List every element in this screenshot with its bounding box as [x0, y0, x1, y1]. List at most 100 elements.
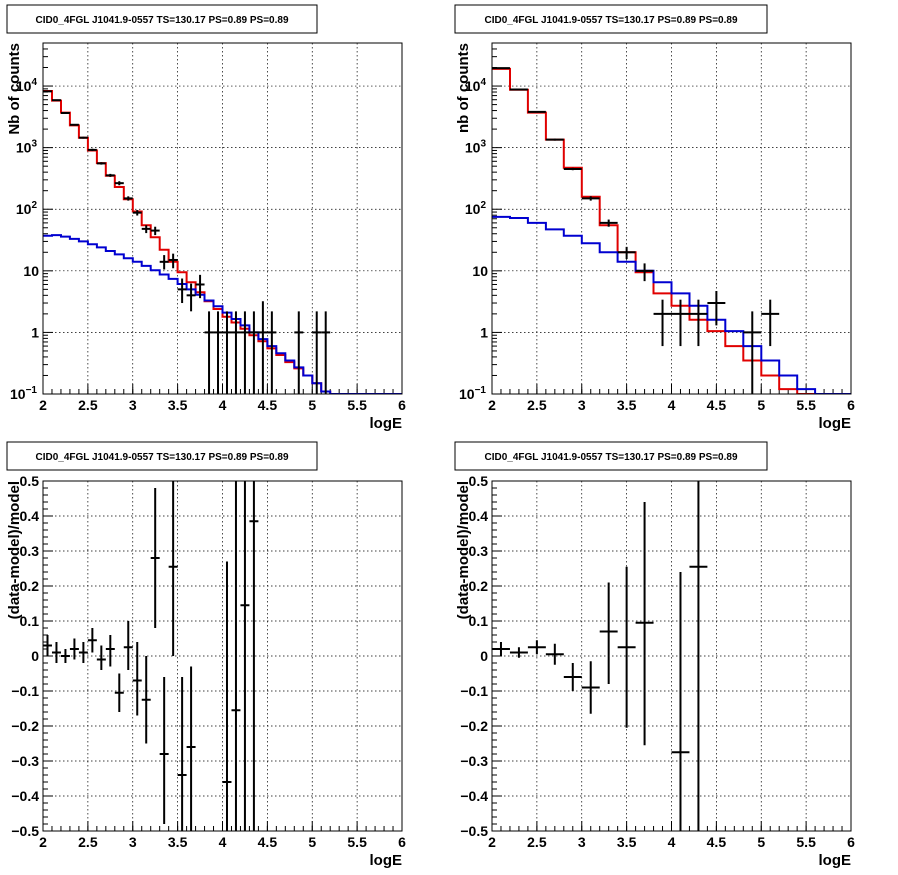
x-tick-label: 4.5: [258, 397, 278, 413]
x-tick-label: 3: [578, 397, 586, 413]
chart-panel-1: CID0_4FGL J1041.9-0557 TS=130.17 PS=0.89…: [6, 4, 406, 432]
data-points: [492, 67, 780, 394]
x-axis: 2 2.5 3 3.5 4 4.5 5 5.5 6 logE: [488, 43, 855, 432]
residual-point: [240, 481, 250, 831]
chart-title: CID0_4FGL J1041.9-0557 TS=130.17 PS=0.89…: [35, 15, 288, 26]
data-point: [168, 253, 178, 269]
data-point: [689, 299, 708, 347]
y-tick-base: 10: [459, 386, 475, 402]
y-tick-label: 104: [465, 77, 487, 94]
data-point: [509, 88, 528, 91]
y-tick-label: 1: [31, 324, 39, 340]
residual-point: [186, 666, 196, 831]
y-tick-label: 10−1: [459, 385, 486, 402]
x-axis: 2 2.5 3 3.5 4 4.5 5 5.5 6 logE: [39, 481, 406, 869]
residual-points: [492, 481, 708, 831]
y-tick-label: −0.5: [11, 823, 39, 839]
x-tick-label: 3.5: [617, 397, 637, 413]
y-tick-exponent: −1: [26, 385, 38, 396]
residual-point: [617, 566, 636, 728]
y-tick-label: −0.2: [11, 718, 39, 734]
residual-point: [141, 656, 151, 744]
data-point: [78, 136, 88, 139]
x-tick-label: 3.5: [168, 397, 188, 413]
data-point: [69, 123, 79, 126]
y-tick-label: 0: [480, 648, 488, 664]
y-tick-label: 1: [480, 324, 488, 340]
x-axis: 2 2.5 3 3.5 4 4.5 5 5.5 6 logE: [488, 481, 855, 869]
y-tick-label: 10−1: [10, 385, 37, 402]
y-tick-label: 10: [472, 263, 488, 279]
data-point: [617, 246, 636, 260]
data-point: [132, 210, 142, 216]
x-axis-title: logE: [370, 852, 403, 869]
y-tick-label: 0.5: [20, 473, 40, 489]
y-axis-title: (data-model)/model: [6, 481, 23, 619]
y-tick-label: 0.5: [469, 473, 489, 489]
title-box: [6, 4, 318, 34]
x-tick-label: 3: [578, 834, 586, 850]
data-point: [581, 196, 600, 201]
x-tick-label: 2.5: [78, 834, 98, 850]
data-point: [653, 299, 672, 347]
residual-point: [635, 502, 654, 746]
data-point: [545, 138, 564, 141]
y-tick-base: 10: [16, 140, 32, 156]
x-tick-label: 4: [219, 834, 227, 850]
data-point: [294, 311, 304, 394]
x-tick-label: 3.5: [168, 834, 188, 850]
plot-frame: [42, 42, 403, 395]
y-axis: −0.5 −0.4 −0.3 −0.2 −0.1 0 0.1 0.2 0.3 0.4 0.5(dat…: [455, 473, 851, 839]
x-tick-label: 3: [129, 834, 137, 850]
y-tick-base: 10: [465, 201, 481, 217]
y-tick-label: −0.1: [11, 683, 39, 699]
y-axis-title: Nb of counts: [6, 43, 23, 135]
x-tick-label: 3.5: [617, 834, 637, 850]
x-tick-label: 4: [668, 397, 676, 413]
data-point: [761, 299, 780, 347]
plot-frame: [491, 480, 852, 832]
data-point: [231, 311, 241, 394]
plot-area: [43, 90, 402, 394]
x-axis-title: logE: [370, 415, 403, 432]
data-point: [249, 311, 259, 394]
y-tick-base: 10: [465, 140, 481, 156]
background-model-histogram: [492, 215, 851, 394]
residual-point: [168, 481, 178, 656]
data-point: [123, 196, 133, 201]
data-points: [43, 90, 331, 394]
residual-point: [60, 649, 70, 663]
chart-panel-4: CID0_4FGL J1041.9-0557 TS=130.17 PS=0.89…: [454, 441, 855, 869]
y-tick-label: 10: [23, 263, 39, 279]
y-tick-label: 0.3: [469, 543, 489, 559]
y-tick-exponent: −1: [475, 385, 487, 396]
x-axis: 2 2.5 3 3.5 4 4.5 5 5.5 6 logE: [39, 43, 406, 432]
residual-point: [222, 561, 232, 831]
y-tick-label: 103: [465, 139, 487, 156]
x-tick-label: 5: [308, 834, 316, 850]
data-point: [204, 311, 214, 394]
residual-point: [671, 572, 690, 831]
x-tick-label: 5: [757, 834, 765, 850]
data-point: [527, 110, 546, 113]
data-point: [213, 311, 223, 394]
residual-point: [545, 643, 564, 665]
residual-point: [69, 638, 79, 660]
residual-point: [51, 642, 61, 663]
y-tick-label: −0.4: [460, 788, 488, 804]
residual-point: [231, 481, 241, 831]
y-tick-label: 0.3: [20, 543, 40, 559]
x-tick-label: 5: [757, 397, 765, 413]
x-tick-label: 4.5: [258, 834, 278, 850]
title-box: [454, 4, 768, 34]
y-axis: −0.5 −0.4 −0.3 −0.2 −0.1 0 0.1 0.2 0.3 0.4 0.5(dat…: [6, 473, 402, 839]
plot-area: [43, 481, 259, 831]
y-axis-title: nb of counts: [455, 43, 472, 133]
x-tick-label: 2: [488, 397, 496, 413]
y-tick-label: −0.1: [460, 683, 488, 699]
y-tick-exponent: 2: [480, 200, 486, 211]
residual-point: [509, 647, 528, 658]
data-point: [267, 311, 277, 394]
residual-point: [96, 645, 106, 670]
